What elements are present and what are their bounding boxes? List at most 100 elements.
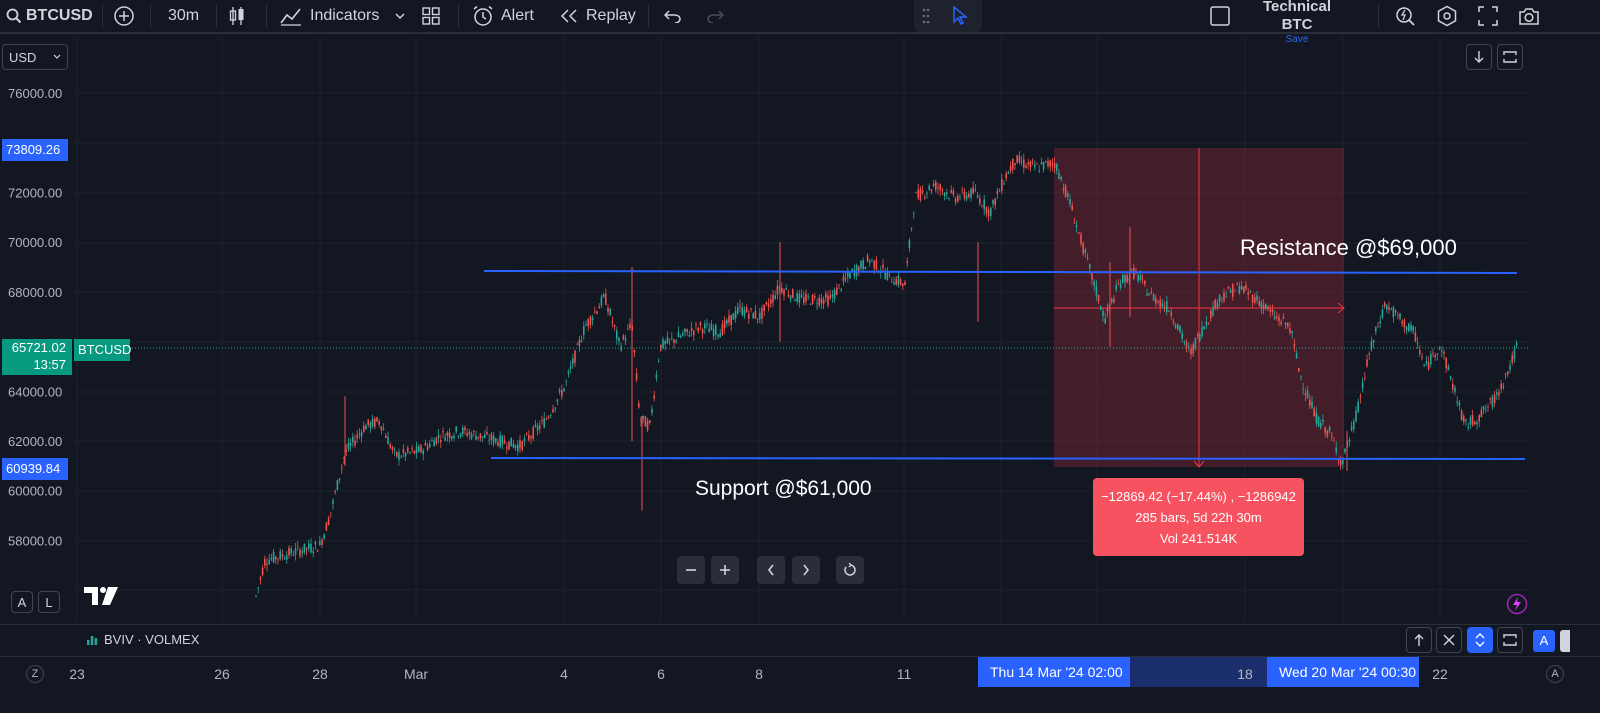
layout-name[interactable]: Technical BTC Save (1246, 0, 1348, 46)
time-auto-button[interactable]: A (1546, 665, 1564, 683)
support-line[interactable] (490, 457, 1526, 460)
time-label: 28 (312, 666, 328, 682)
camera-icon (1518, 6, 1540, 26)
pane-close-button[interactable] (1436, 627, 1462, 653)
indicator-icon (86, 633, 98, 651)
chevron-right-icon (802, 564, 810, 576)
low-price-label: 60939.84 (2, 458, 68, 480)
price-tick: 68000.00 (8, 285, 62, 300)
lightning-icon[interactable] (1506, 593, 1528, 620)
pane-collapse-button[interactable] (1467, 627, 1493, 653)
add-circle-icon (113, 5, 135, 27)
maximize-pane-button[interactable] (1497, 44, 1523, 70)
search-icon (6, 8, 22, 24)
chevron-down-icon (395, 12, 405, 20)
replay-label: Replay (586, 7, 636, 24)
log-scale-button[interactable]: L (38, 591, 60, 613)
arrow-down-icon (1473, 50, 1485, 64)
indicator-pane-bar: BVIV · VOLMEX A (0, 624, 1600, 656)
scroll-right-button[interactable] (792, 556, 820, 584)
price-tick: 70000.00 (8, 235, 62, 250)
price-tick: 62000.00 (8, 434, 62, 449)
interval-button[interactable]: 30m (168, 7, 200, 24)
undo-button[interactable] (664, 0, 682, 32)
chevron-down-icon (53, 54, 61, 60)
scroll-left-button[interactable] (757, 556, 785, 584)
time-axis[interactable]: Z 23 26 28 Mar 4 6 8 11 Thu 14 Mar '24 0… (0, 656, 1600, 690)
symbol-price-tag: BTCUSD (74, 339, 131, 361)
price-tick: 64000.00 (8, 384, 62, 399)
alarm-clock-icon (472, 5, 494, 27)
chart-grid (74, 36, 1530, 622)
time-range-end: Wed 20 Mar '24 00:30 (1267, 657, 1419, 687)
indicators-button[interactable]: Indicators (280, 0, 405, 32)
replay-button[interactable]: Replay (560, 0, 636, 32)
time-range-start: Thu 14 Mar '24 02:00 (978, 657, 1130, 687)
alert-label: Alert (501, 7, 534, 24)
settings-button[interactable] (1436, 0, 1458, 32)
alert-button[interactable]: Alert (472, 0, 534, 32)
time-label: 18 (1237, 666, 1253, 682)
pane-more-button[interactable] (1560, 630, 1570, 652)
quick-search-button[interactable] (1394, 0, 1416, 32)
minus-icon (685, 564, 697, 576)
time-label: 26 (214, 666, 230, 682)
time-label: 11 (896, 666, 912, 682)
drawing-mode-widget (914, 0, 982, 32)
settings-hex-icon (1436, 5, 1458, 27)
symbol-search[interactable]: BTCUSD (6, 0, 93, 32)
redo-icon (706, 9, 724, 23)
snapshot-button[interactable] (1518, 0, 1540, 32)
zoom-out-button[interactable] (677, 556, 705, 584)
price-tick: 72000.00 (8, 186, 62, 201)
time-label: 22 (1432, 666, 1448, 682)
indicator-title[interactable]: BVIV · VOLMEX (104, 632, 200, 647)
fullscreen-icon (1478, 6, 1498, 26)
support-label[interactable]: Support @$61,000 (695, 477, 872, 500)
compare-button[interactable] (113, 0, 135, 32)
fullscreen-button[interactable] (1478, 0, 1498, 32)
measure-bars: 285 bars, 5d 22h 30m (1135, 510, 1262, 525)
maximize-icon (1503, 51, 1517, 63)
timezone-button[interactable]: Z (26, 665, 44, 683)
bar-countdown: 13:57 (33, 357, 66, 372)
time-label: Mar (403, 666, 429, 682)
time-label: 23 (69, 666, 85, 682)
rewind-icon (560, 9, 578, 23)
reset-chart-button[interactable] (836, 556, 864, 584)
cursor-arrow-icon[interactable] (952, 6, 968, 26)
chart-type-button[interactable] (228, 0, 246, 32)
pane-auto-button[interactable]: A (1533, 630, 1555, 652)
high-price-label: 73809.26 (2, 139, 68, 161)
drag-handle-icon[interactable] (922, 8, 930, 24)
templates-button[interactable] (422, 0, 440, 32)
time-label: 6 (657, 666, 665, 682)
auto-scale-button[interactable]: A (11, 591, 33, 613)
pane-up-button[interactable] (1406, 627, 1432, 653)
zoom-in-button[interactable] (711, 556, 739, 584)
measure-tooltip: −12869.42 (−17.44%) , −1286942 285 bars,… (1093, 478, 1304, 556)
layout-button[interactable] (1210, 0, 1230, 32)
reset-icon (843, 563, 857, 577)
resistance-line[interactable] (483, 270, 1518, 274)
price-chart[interactable]: Resistance @$69,000 Support @$61,000 760… (0, 36, 1600, 632)
scroll-down-button[interactable] (1466, 44, 1492, 70)
layout-title: Technical BTC (1262, 0, 1332, 33)
time-label: 4 (560, 666, 568, 682)
chevron-updown-icon (1475, 633, 1485, 647)
currency-select[interactable]: USD (2, 44, 68, 70)
pane-maximize-button[interactable] (1497, 627, 1523, 653)
tradingview-logo (84, 587, 118, 605)
price-tick: 76000.00 (8, 86, 62, 101)
candles-icon (228, 6, 246, 26)
redo-button[interactable] (706, 0, 724, 32)
grid-icon (422, 7, 440, 25)
save-status: Save (1285, 34, 1309, 45)
undo-icon (664, 9, 682, 23)
price-axis-ticks: 76000.00 72000.00 70000.00 68000.00 64000.00… (8, 86, 62, 548)
measure-change: −12869.42 (−17.44%) , −1286942 (1101, 489, 1296, 504)
currency-value: USD (9, 49, 37, 65)
layout-square-icon (1210, 6, 1230, 26)
resistance-label[interactable]: Resistance @$69,000 (1240, 235, 1457, 260)
arrow-up-icon (1413, 633, 1425, 647)
